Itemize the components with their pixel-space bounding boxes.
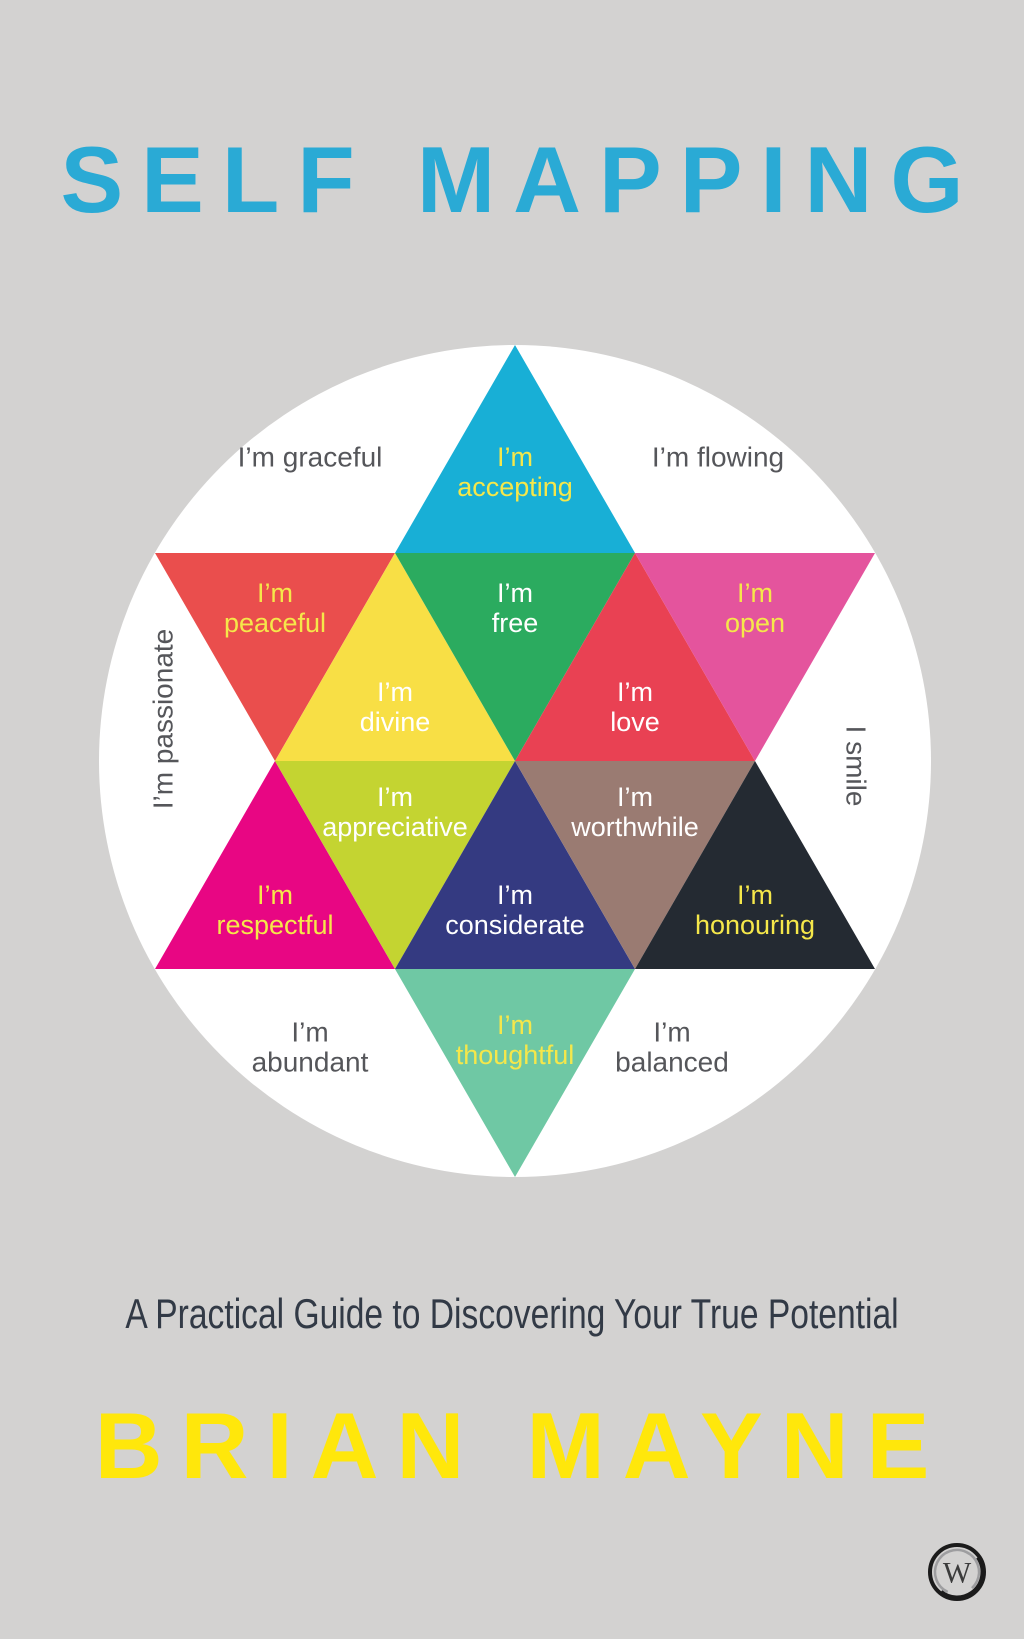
label-open-line1: I’m bbox=[737, 578, 773, 608]
triangle-honouring bbox=[635, 761, 875, 969]
publisher-logo: W bbox=[928, 1543, 986, 1601]
label-accepting-line2: accepting bbox=[457, 472, 573, 502]
label-passionate: I’m passionate bbox=[148, 629, 179, 810]
label-worthwhile-line2: worthwhile bbox=[570, 812, 699, 842]
triangle-thoughtful bbox=[395, 969, 635, 1177]
label-balanced-line2: balanced bbox=[615, 1047, 729, 1078]
label-balanced-line1: I’m bbox=[653, 1017, 690, 1048]
label-smile: I smile bbox=[841, 726, 872, 807]
label-honouring-line2: honouring bbox=[695, 910, 815, 940]
label-considerate-line1: I’m bbox=[497, 880, 533, 910]
triangle-worthwhile bbox=[515, 761, 755, 969]
label-divine-line2: divine bbox=[360, 707, 431, 737]
label-love-line2: love bbox=[610, 707, 660, 737]
triangle-love bbox=[515, 553, 755, 761]
label-considerate-line2: considerate bbox=[445, 910, 585, 940]
triangle-free bbox=[395, 553, 635, 761]
label-peaceful-line2: peaceful bbox=[224, 608, 326, 638]
label-free-line1: I’m bbox=[497, 578, 533, 608]
label-free-line2: free bbox=[492, 608, 539, 638]
label-honouring-line1: I’m bbox=[737, 880, 773, 910]
author-name: BRIAN MAYNE bbox=[94, 1393, 948, 1498]
triangle-open bbox=[635, 553, 875, 761]
publisher-logo-letter: W bbox=[943, 1557, 972, 1590]
label-thoughtful-line2: thoughtful bbox=[456, 1040, 575, 1070]
book-title: SELF MAPPING bbox=[60, 127, 982, 232]
label-flowing: I’m flowing bbox=[652, 442, 784, 473]
label-graceful: I’m graceful bbox=[238, 442, 383, 473]
label-abundant-line1: I’m bbox=[291, 1017, 328, 1048]
publisher-logo-brush-arc bbox=[931, 1546, 983, 1598]
label-appreciative-line2: appreciative bbox=[322, 812, 468, 842]
label-worthwhile-line1: I’m bbox=[617, 782, 653, 812]
triangle-accepting bbox=[395, 345, 635, 553]
label-appreciative-line1: I’m bbox=[377, 782, 413, 812]
book-subtitle: A Practical Guide to Discovering Your Tr… bbox=[125, 1290, 899, 1337]
label-love-line1: I’m bbox=[617, 677, 653, 707]
triangle-respectful bbox=[155, 761, 395, 969]
triangle-considerate bbox=[395, 761, 635, 969]
triangle-divine bbox=[275, 553, 515, 761]
publisher-logo-outer-ring bbox=[928, 1543, 986, 1601]
label-abundant-line2: abundant bbox=[252, 1047, 369, 1078]
publisher-logo-inner-ring bbox=[933, 1548, 981, 1596]
label-peaceful-line1: I’m bbox=[257, 578, 293, 608]
triangle-appreciative bbox=[275, 761, 515, 969]
label-open-line2: open bbox=[725, 608, 785, 638]
label-respectful-line2: respectful bbox=[216, 910, 333, 940]
label-divine-line1: I’m bbox=[377, 677, 413, 707]
triangle-peaceful bbox=[155, 553, 395, 761]
label-accepting-line1: I’m bbox=[497, 442, 533, 472]
label-respectful-line1: I’m bbox=[257, 880, 293, 910]
label-thoughtful-line1: I’m bbox=[497, 1010, 533, 1040]
